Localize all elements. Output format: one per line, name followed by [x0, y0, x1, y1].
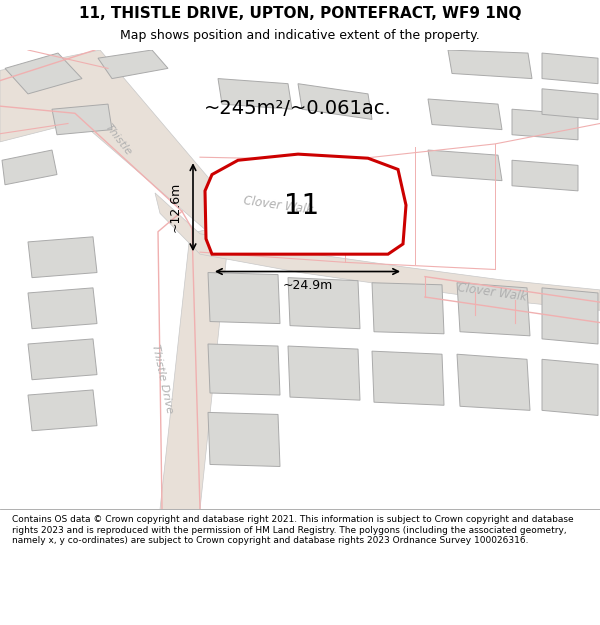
Polygon shape — [372, 282, 444, 334]
Polygon shape — [52, 104, 112, 135]
Polygon shape — [28, 339, 97, 380]
Polygon shape — [298, 84, 372, 119]
Text: Map shows position and indicative extent of the property.: Map shows position and indicative extent… — [120, 29, 480, 42]
Polygon shape — [512, 160, 578, 191]
Text: ~245m²/~0.061ac.: ~245m²/~0.061ac. — [204, 99, 392, 118]
Text: Clover Walk: Clover Walk — [457, 281, 527, 303]
Text: Clover Walk: Clover Walk — [242, 194, 314, 216]
Polygon shape — [130, 224, 230, 509]
Polygon shape — [208, 272, 280, 324]
Text: Contains OS data © Crown copyright and database right 2021. This information is : Contains OS data © Crown copyright and d… — [12, 515, 574, 545]
Polygon shape — [448, 50, 532, 79]
Polygon shape — [2, 150, 57, 185]
Polygon shape — [457, 282, 530, 336]
Polygon shape — [5, 53, 82, 94]
Polygon shape — [218, 79, 292, 109]
Polygon shape — [288, 278, 360, 329]
Text: ~12.6m: ~12.6m — [169, 182, 182, 232]
Polygon shape — [98, 50, 168, 79]
Text: Thistle Drive: Thistle Drive — [150, 343, 174, 414]
Text: 11, THISTLE DRIVE, UPTON, PONTEFRACT, WF9 1NQ: 11, THISTLE DRIVE, UPTON, PONTEFRACT, WF… — [79, 6, 521, 21]
Polygon shape — [512, 109, 578, 140]
Text: ~24.9m: ~24.9m — [283, 279, 332, 292]
Polygon shape — [28, 288, 97, 329]
Polygon shape — [0, 50, 230, 234]
Polygon shape — [428, 150, 502, 181]
Polygon shape — [208, 344, 280, 395]
Polygon shape — [205, 154, 406, 254]
Polygon shape — [28, 237, 97, 278]
Polygon shape — [155, 193, 600, 310]
Polygon shape — [372, 351, 444, 405]
Polygon shape — [428, 99, 502, 129]
Polygon shape — [542, 359, 598, 416]
Text: 11: 11 — [284, 192, 320, 220]
Polygon shape — [288, 346, 360, 400]
Text: Thistle: Thistle — [103, 122, 133, 158]
Polygon shape — [208, 412, 280, 466]
Polygon shape — [457, 354, 530, 411]
Polygon shape — [28, 390, 97, 431]
Polygon shape — [542, 288, 598, 344]
Polygon shape — [542, 53, 598, 84]
Polygon shape — [542, 89, 598, 119]
